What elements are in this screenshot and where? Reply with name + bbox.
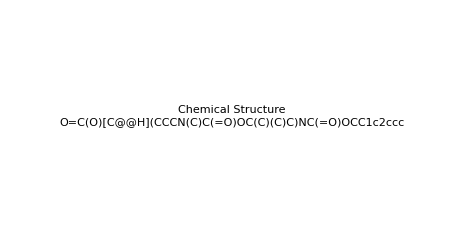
Text: Chemical Structure
O=C(O)[C@@H](CCCN(C)C(=O)OC(C)(C)C)NC(=O)OCC1c2ccc: Chemical Structure O=C(O)[C@@H](CCCN(C)C…: [59, 105, 405, 126]
